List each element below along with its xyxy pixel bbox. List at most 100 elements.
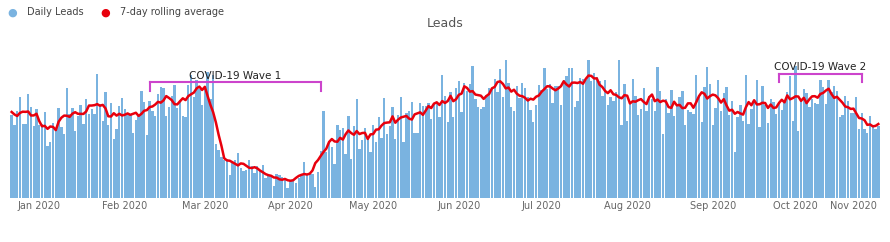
Bar <box>231 163 234 198</box>
Bar <box>143 102 145 198</box>
Bar <box>570 68 573 198</box>
Bar <box>604 80 606 198</box>
Bar <box>134 121 137 198</box>
Bar <box>712 125 714 198</box>
Bar <box>740 105 741 198</box>
Bar <box>281 177 283 198</box>
Bar <box>474 99 476 198</box>
Bar <box>628 104 631 198</box>
Bar <box>742 121 744 198</box>
Bar <box>565 76 568 198</box>
Bar <box>162 88 165 198</box>
Bar <box>369 152 372 198</box>
Bar <box>623 84 626 198</box>
Bar <box>587 60 590 198</box>
Bar <box>822 87 824 198</box>
Bar <box>217 150 220 198</box>
Bar <box>44 112 46 198</box>
Text: ●: ● <box>101 7 110 17</box>
Bar <box>871 125 874 198</box>
Bar <box>334 164 336 198</box>
Bar <box>226 159 228 198</box>
Bar <box>778 103 781 198</box>
Bar <box>292 180 295 198</box>
Bar <box>339 130 341 198</box>
Text: ●: ● <box>7 7 17 17</box>
Bar <box>447 122 449 198</box>
Bar <box>372 125 375 198</box>
Bar <box>66 88 68 198</box>
Bar <box>635 96 636 198</box>
Bar <box>797 130 799 198</box>
Bar <box>549 84 551 198</box>
Bar <box>444 96 446 198</box>
Bar <box>389 126 391 198</box>
Bar <box>422 106 425 198</box>
Bar <box>530 110 531 198</box>
Bar <box>700 122 703 198</box>
Bar <box>645 111 648 198</box>
Bar <box>93 114 95 198</box>
Bar <box>309 173 311 198</box>
Bar <box>510 107 513 198</box>
Bar <box>405 113 408 198</box>
Bar <box>126 113 129 198</box>
Bar <box>640 109 643 198</box>
Bar <box>469 84 471 198</box>
Bar <box>761 86 764 198</box>
Text: COVID-19 Wave 1: COVID-19 Wave 1 <box>189 71 281 81</box>
Bar <box>836 91 838 198</box>
Bar <box>833 86 836 198</box>
Bar <box>364 128 366 198</box>
Bar <box>118 106 120 198</box>
Bar <box>124 109 126 198</box>
Bar <box>853 113 854 198</box>
Bar <box>295 183 297 198</box>
Bar <box>515 86 518 198</box>
Bar <box>336 125 338 198</box>
Bar <box>723 93 725 198</box>
Bar <box>88 114 90 198</box>
Bar <box>234 160 237 198</box>
Bar <box>171 96 173 198</box>
Bar <box>306 174 308 198</box>
Bar <box>449 92 452 198</box>
Bar <box>482 107 485 198</box>
Bar <box>77 116 79 198</box>
Bar <box>400 97 402 198</box>
Bar <box>687 110 689 198</box>
Bar <box>615 92 618 198</box>
Bar <box>201 105 203 198</box>
Bar <box>331 147 333 198</box>
Bar <box>637 115 639 198</box>
Bar <box>632 79 634 198</box>
Bar <box>272 186 275 198</box>
Bar <box>668 113 670 198</box>
Bar <box>146 135 148 198</box>
Bar <box>435 102 438 198</box>
Bar <box>96 75 99 198</box>
Bar <box>665 99 667 198</box>
Bar <box>499 69 501 198</box>
Bar <box>844 96 846 198</box>
Bar <box>795 66 797 198</box>
Bar <box>452 117 455 198</box>
Bar <box>239 168 242 198</box>
Bar <box>698 96 700 198</box>
Bar <box>410 102 413 198</box>
Bar <box>490 88 493 198</box>
Bar <box>214 144 217 198</box>
Bar <box>328 143 330 198</box>
Bar <box>190 75 192 198</box>
Bar <box>585 80 587 198</box>
Bar <box>803 89 805 198</box>
Bar <box>532 122 535 198</box>
Bar <box>149 101 150 198</box>
Bar <box>116 129 117 198</box>
Bar <box>593 73 595 198</box>
Bar <box>198 89 200 198</box>
Bar <box>819 80 821 198</box>
Bar <box>52 123 54 198</box>
Bar <box>562 80 565 198</box>
Bar <box>811 99 813 198</box>
